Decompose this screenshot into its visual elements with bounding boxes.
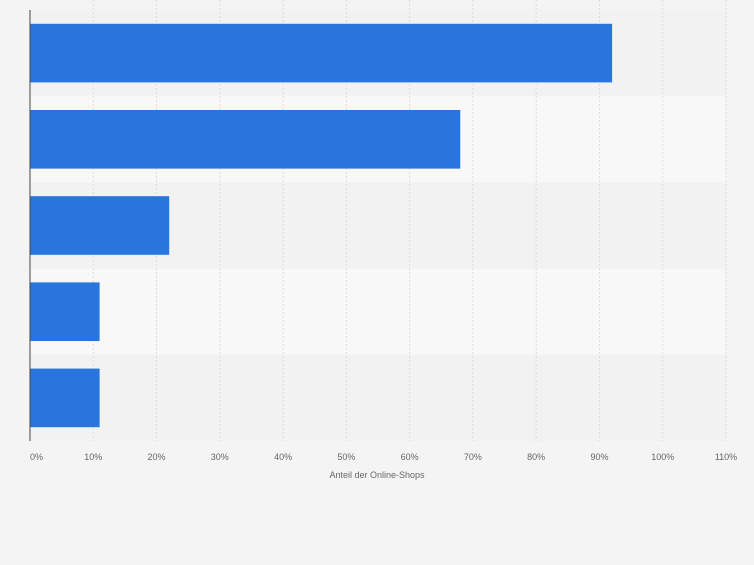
bar[interactable] — [30, 23, 613, 83]
x-tick-labels: 0% 10% 20% 30% 40% 50% 60% 70% 80% 90% 100% 110% — [30, 452, 737, 462]
x-axis-title: Anteil der Online-Shops — [329, 470, 425, 480]
bar[interactable] — [30, 282, 100, 342]
bar[interactable] — [30, 109, 461, 169]
x-tick-label: 50% — [337, 452, 355, 462]
x-tick-label: 40% — [274, 452, 292, 462]
x-tick-label: 100% — [651, 452, 674, 462]
x-tick-label: 110% — [715, 452, 737, 462]
x-tick-label: 20% — [148, 452, 166, 462]
bars — [30, 23, 613, 428]
bar[interactable] — [30, 368, 100, 428]
x-tick-label: 30% — [211, 452, 229, 462]
x-tick-label: 10% — [84, 452, 102, 462]
bar[interactable] — [30, 196, 170, 255]
x-tick-label: 70% — [464, 452, 482, 462]
x-tick-label: 0% — [30, 452, 43, 462]
x-tick-label: 90% — [590, 452, 608, 462]
row-band — [30, 268, 726, 355]
row-band — [30, 354, 726, 441]
x-tick-label: 80% — [527, 452, 545, 462]
x-tick-label: 60% — [401, 452, 419, 462]
